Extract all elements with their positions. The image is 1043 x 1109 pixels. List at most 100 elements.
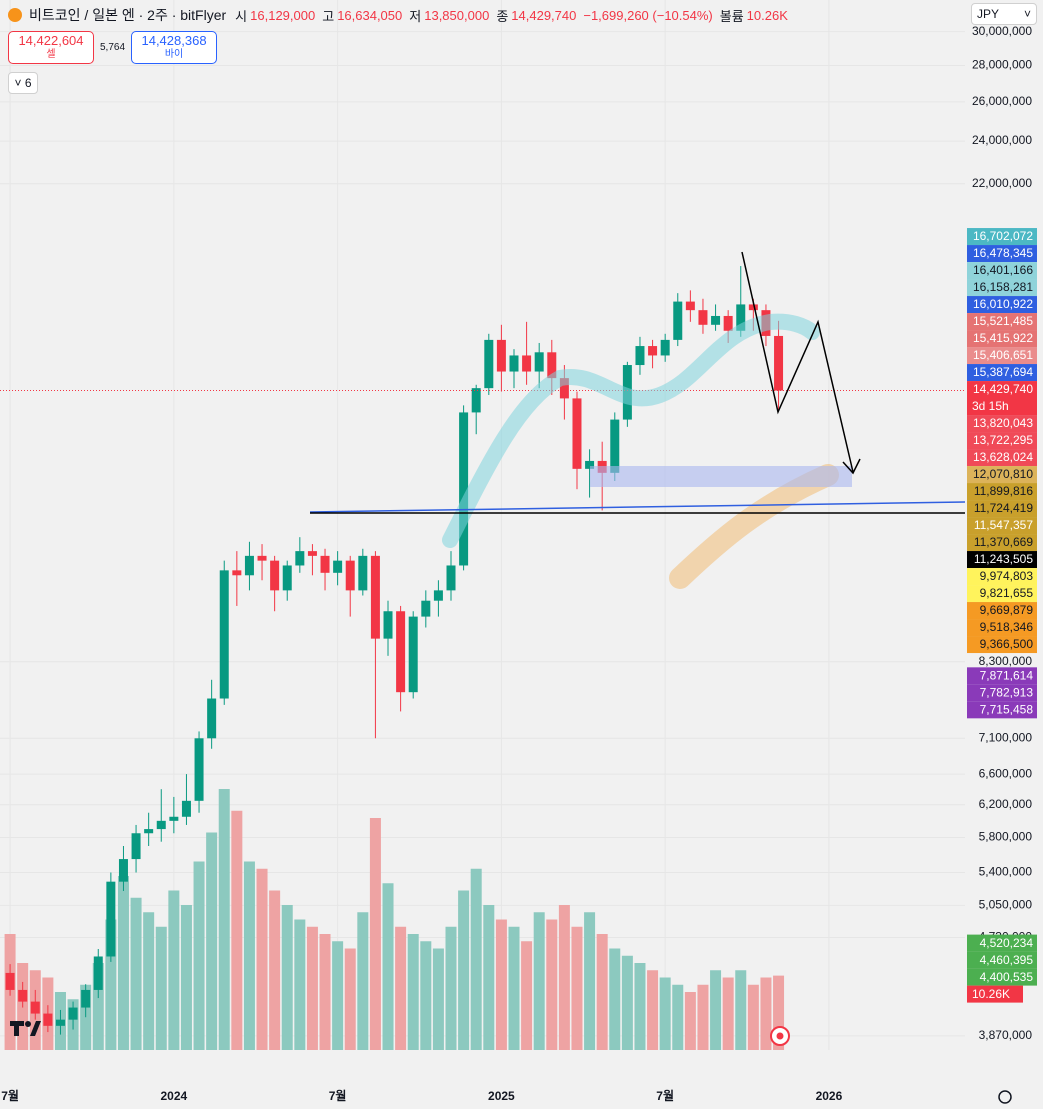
volume-bar <box>407 934 419 1050</box>
candle-body <box>257 555 267 561</box>
trend-line <box>309 501 966 513</box>
highlight-band <box>442 313 820 548</box>
price-tag-label: 16,478,345 <box>973 246 1033 260</box>
ohlc-value: 14,429,740 <box>511 7 577 23</box>
legend-header: 비트코인 / 일본 엔 · 2주 · bitFlyer 시 16,129,000 … <box>8 5 792 25</box>
candle-body <box>610 419 620 473</box>
candle-body <box>244 555 254 576</box>
candle-body <box>5 972 15 990</box>
volume-bar <box>105 919 117 1050</box>
volume-bar <box>445 926 457 1050</box>
volume-bar <box>508 926 520 1050</box>
y-tick-label: 5,050,000 <box>979 898 1033 912</box>
candle-body <box>559 378 569 399</box>
price-tag <box>967 313 1037 331</box>
price-tag-label: 15,387,694 <box>973 365 1033 379</box>
currency-select[interactable]: JPY ˅ <box>971 3 1037 25</box>
candle-body <box>333 560 343 573</box>
candle-body <box>194 738 204 801</box>
volume-bar <box>495 919 507 1050</box>
volume-bar <box>92 963 104 1050</box>
price-tag <box>967 517 1037 535</box>
candle-body <box>635 346 645 366</box>
logo <box>10 1021 41 1036</box>
price-tag-label: 7,715,458 <box>980 703 1034 717</box>
volume-bar <box>760 977 772 1050</box>
volume-bar <box>521 941 533 1050</box>
candle-body <box>270 560 280 591</box>
candle-body <box>736 304 746 331</box>
price-tag <box>967 619 1037 637</box>
volume-bar <box>143 912 155 1050</box>
volume-bar <box>395 926 407 1050</box>
volume-bar <box>546 919 558 1050</box>
price-tag-label: 7,871,614 <box>980 669 1034 683</box>
candle-body <box>446 565 456 591</box>
price-tag <box>967 262 1037 280</box>
volume-bar <box>369 818 381 1050</box>
coin-icon <box>8 8 22 22</box>
candle-body <box>320 555 330 573</box>
price-tag <box>967 602 1037 620</box>
volume-bar <box>294 919 306 1050</box>
volume-value: 10.26K <box>746 7 788 23</box>
candle-body <box>144 829 154 834</box>
y-tick-label: 28,000,000 <box>972 58 1032 72</box>
price-tag <box>967 432 1037 450</box>
candle-body <box>383 611 393 639</box>
price-tag <box>967 636 1037 654</box>
order-panel: 14,422,604 셀 5,764 14,428,368 바이 <box>8 31 218 64</box>
volume-bar <box>621 955 633 1050</box>
candle-body <box>522 355 532 372</box>
volume-bar <box>558 905 570 1050</box>
candle-body <box>282 565 292 591</box>
price-tag-label: 16,401,166 <box>973 263 1033 277</box>
candle-body <box>723 315 733 331</box>
volume-bar <box>218 789 230 1050</box>
volume-bar <box>747 984 759 1050</box>
price-tag <box>967 296 1037 314</box>
indicator-toggle[interactable]: ˅ 6 <box>8 72 38 94</box>
price-tag-label: 9,518,346 <box>980 620 1034 634</box>
candle-body <box>547 352 557 379</box>
candle-body <box>358 555 368 591</box>
volume-bar <box>533 912 545 1050</box>
price-tag <box>967 701 1037 719</box>
sell-label: 셀 <box>46 48 56 60</box>
price-tag-label: 7,782,913 <box>980 686 1034 700</box>
price-tag <box>967 449 1037 467</box>
volume-bar <box>458 890 470 1050</box>
candle-body <box>181 800 191 817</box>
volume-bar <box>117 876 129 1050</box>
volume-label: 볼륨 <box>719 8 744 24</box>
x-tick-label: 7월 <box>1 1088 19 1103</box>
volume-bar <box>180 905 192 1050</box>
candle-body <box>169 816 179 821</box>
price-tag <box>967 415 1037 433</box>
buy-button[interactable]: 14,428,368 바이 <box>131 31 218 64</box>
price-tag-label: 13,722,295 <box>973 433 1033 447</box>
candle-body <box>496 339 506 372</box>
price-tag-label: 11,547,357 <box>974 518 1033 532</box>
candle-body <box>370 555 380 639</box>
price-tag <box>967 585 1037 603</box>
candle-body <box>421 600 431 617</box>
volume-bar <box>319 934 331 1050</box>
volume-bar <box>281 905 293 1050</box>
candle-body <box>673 301 683 340</box>
price-tag-label: 4,400,535 <box>980 970 1034 984</box>
price-tag <box>967 245 1037 263</box>
price-tag <box>967 330 1037 348</box>
volume-bar <box>571 926 583 1050</box>
candle-body <box>471 388 481 413</box>
price-tag <box>967 951 1037 969</box>
candle-body <box>698 310 708 325</box>
candle-body <box>345 560 355 591</box>
volume-bar <box>269 890 281 1050</box>
volume-bar <box>735 970 747 1050</box>
candle-body <box>534 352 544 372</box>
sell-button[interactable]: 14,422,604 셀 <box>8 31 94 64</box>
settings-icon[interactable] <box>998 1090 1012 1104</box>
price-tag-label: 15,415,922 <box>973 331 1033 345</box>
candle-body <box>156 820 166 830</box>
